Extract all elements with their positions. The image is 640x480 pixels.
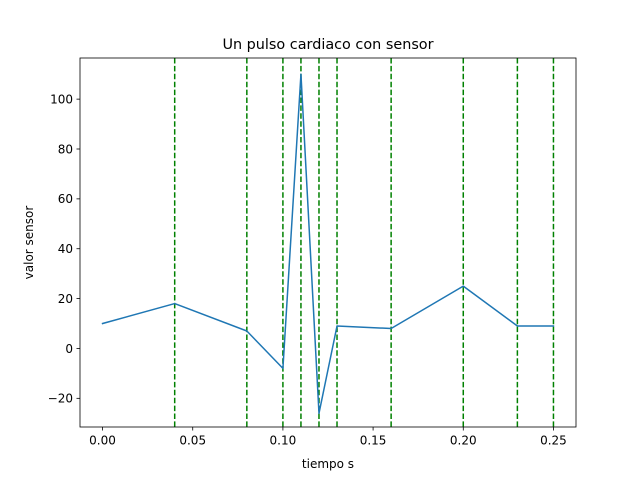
- y-tick-label-3: 40: [58, 242, 73, 256]
- y-axis-label: valor sensor: [22, 206, 36, 280]
- x-axis-label: tiempo s: [302, 457, 354, 471]
- x-tick-label-2: 0.10: [270, 434, 297, 448]
- plot-area: [101, 58, 555, 427]
- x-tick-label-3: 0.15: [360, 434, 387, 448]
- y-tick-label-6: 100: [50, 92, 73, 106]
- x-axis: 0.00 0.05 0.10 0.15 0.20 0.25: [89, 427, 567, 448]
- chart-title: Un pulso cardiaco con sensor: [222, 37, 433, 53]
- y-axis: −20 0 20 40 60 80 100: [48, 92, 80, 406]
- x-tick-label-1: 0.05: [179, 434, 206, 448]
- x-tick-label-4: 0.20: [450, 434, 477, 448]
- y-tick-label-0: −20: [48, 392, 73, 406]
- y-tick-label-2: 20: [58, 292, 73, 306]
- y-tick-label-1: 0: [65, 342, 73, 356]
- axes-frame: [79, 57, 577, 428]
- x-tick-label-0: 0.00: [89, 434, 116, 448]
- y-tick-label-5: 80: [58, 142, 73, 156]
- y-tick-label-4: 60: [58, 192, 73, 206]
- x-tick-label-5: 0.25: [540, 434, 567, 448]
